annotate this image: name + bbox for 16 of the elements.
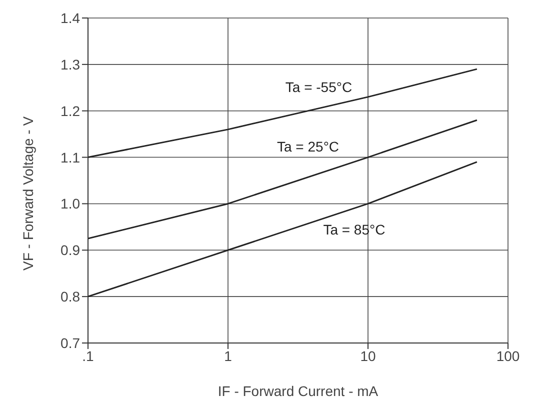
y-tick-label: 0.9 bbox=[60, 242, 80, 258]
y-tick-label: 0.8 bbox=[60, 288, 80, 305]
x-axis-title: IF - Forward Current - mA bbox=[218, 383, 379, 399]
y-tick-label: 1.1 bbox=[60, 149, 80, 166]
y-axis-title: VF - Forward Voltage - V bbox=[20, 116, 36, 270]
y-tick-label: 1.3 bbox=[60, 56, 80, 72]
series-label: Ta = -55°C bbox=[285, 79, 352, 96]
y-tick-label: 1.2 bbox=[60, 102, 80, 119]
series-label: Ta = 25°C bbox=[277, 138, 340, 154]
y-tick-label: 1.4 bbox=[60, 10, 80, 26]
x-tick-label: 1 bbox=[224, 348, 232, 364]
x-tick-label: 10 bbox=[360, 348, 376, 364]
x-tick-label: .1 bbox=[82, 348, 94, 364]
y-tick-label: 1.0 bbox=[60, 196, 80, 212]
y-tick-label: 0.7 bbox=[60, 334, 80, 351]
x-tick-label: 100 bbox=[496, 348, 520, 364]
